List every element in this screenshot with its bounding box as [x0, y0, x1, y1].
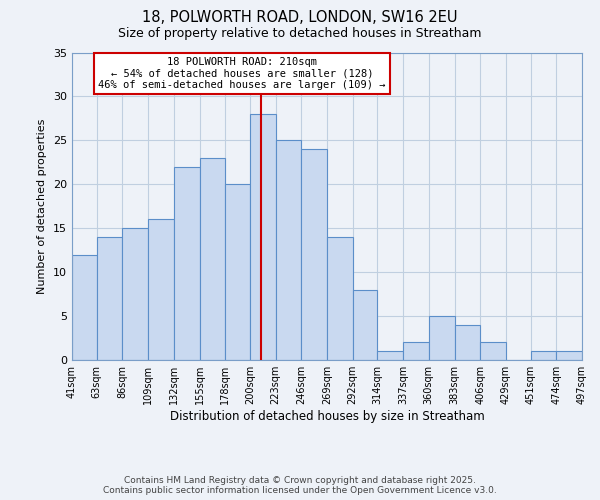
Bar — [97, 237, 122, 360]
Bar — [250, 114, 275, 360]
Text: 18 POLWORTH ROAD: 210sqm
← 54% of detached houses are smaller (128)
46% of semi-: 18 POLWORTH ROAD: 210sqm ← 54% of detach… — [98, 57, 386, 90]
Bar — [403, 342, 429, 360]
Bar — [530, 351, 556, 360]
Bar — [353, 290, 377, 360]
Text: Size of property relative to detached houses in Streatham: Size of property relative to detached ho… — [118, 28, 482, 40]
Bar — [301, 149, 327, 360]
Bar — [429, 316, 455, 360]
Bar — [275, 140, 301, 360]
Bar — [455, 325, 480, 360]
Bar — [122, 228, 148, 360]
Bar — [556, 351, 582, 360]
Text: 18, POLWORTH ROAD, LONDON, SW16 2EU: 18, POLWORTH ROAD, LONDON, SW16 2EU — [142, 10, 458, 25]
Bar — [72, 254, 97, 360]
Bar — [480, 342, 506, 360]
Bar — [148, 220, 174, 360]
Bar — [327, 237, 353, 360]
Text: Contains HM Land Registry data © Crown copyright and database right 2025.
Contai: Contains HM Land Registry data © Crown c… — [103, 476, 497, 495]
Y-axis label: Number of detached properties: Number of detached properties — [37, 118, 47, 294]
Bar — [199, 158, 225, 360]
Bar — [174, 166, 199, 360]
X-axis label: Distribution of detached houses by size in Streatham: Distribution of detached houses by size … — [170, 410, 484, 423]
Bar — [377, 351, 403, 360]
Bar — [225, 184, 250, 360]
